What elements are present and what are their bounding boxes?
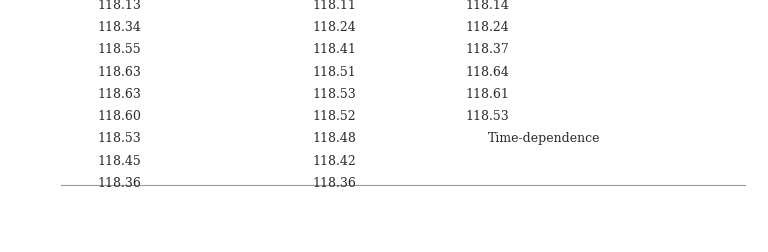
Text: 118.53: 118.53 xyxy=(313,87,356,100)
Text: 118.51: 118.51 xyxy=(313,65,356,78)
Text: 118.14: 118.14 xyxy=(465,0,510,12)
Text: 118.24: 118.24 xyxy=(313,21,356,34)
Text: 118.37: 118.37 xyxy=(466,43,509,56)
Text: 118.11: 118.11 xyxy=(312,0,356,12)
Text: 118.63: 118.63 xyxy=(97,65,141,78)
Text: 118.36: 118.36 xyxy=(312,176,356,189)
Text: 118.45: 118.45 xyxy=(98,154,141,167)
Text: 118.13: 118.13 xyxy=(97,0,141,12)
Text: 118.34: 118.34 xyxy=(97,21,141,34)
Text: 118.53: 118.53 xyxy=(98,132,141,145)
Text: 118.52: 118.52 xyxy=(313,110,356,122)
Text: 118.48: 118.48 xyxy=(312,132,356,145)
Text: 118.55: 118.55 xyxy=(98,43,141,56)
Text: 118.53: 118.53 xyxy=(466,110,509,122)
Text: 118.60: 118.60 xyxy=(97,110,141,122)
Text: 118.42: 118.42 xyxy=(313,154,356,167)
Text: Time-dependence: Time-dependence xyxy=(488,132,600,145)
Text: 118.41: 118.41 xyxy=(312,43,356,56)
Text: 118.61: 118.61 xyxy=(465,87,510,100)
Text: 118.63: 118.63 xyxy=(97,87,141,100)
Text: 118.36: 118.36 xyxy=(97,176,141,189)
Text: 118.64: 118.64 xyxy=(465,65,510,78)
Text: 118.24: 118.24 xyxy=(466,21,509,34)
